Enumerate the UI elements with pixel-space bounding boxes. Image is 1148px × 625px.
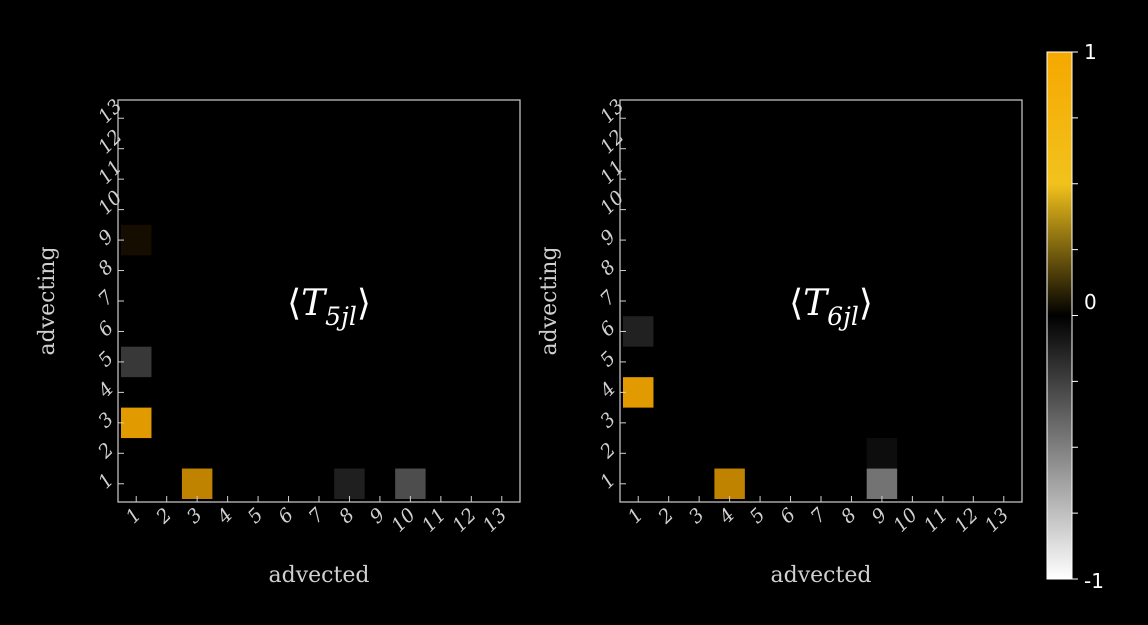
heatmap-cell xyxy=(623,316,654,347)
x-tick-label: 5 xyxy=(746,504,770,528)
x-tick-label: 3 xyxy=(685,504,709,528)
x-axis-label: advected xyxy=(771,563,872,588)
y-axis-label: advecting xyxy=(35,246,60,355)
x-tick-label: 8 xyxy=(335,504,359,528)
x-tick-label: 11 xyxy=(920,504,953,537)
y-tick-label: 6 xyxy=(94,317,118,341)
x-tick-label: 4 xyxy=(212,504,237,529)
heatmap-cell xyxy=(181,468,213,499)
x-tick-label: 1 xyxy=(624,504,648,528)
x-tick-label: 6 xyxy=(776,504,800,528)
y-tick-label: 4 xyxy=(595,378,620,403)
x-tick-label: 13 xyxy=(479,504,512,537)
y-tick-label: 3 xyxy=(596,408,620,432)
y-tick-label: 1 xyxy=(596,469,620,493)
heatmap-cell xyxy=(866,438,898,469)
panel-title: ⟨T5jl⟩ xyxy=(287,283,371,331)
x-tick-label: 2 xyxy=(653,504,678,529)
x-tick-label: 5 xyxy=(244,504,268,528)
x-tick-label: 1 xyxy=(122,504,146,528)
y-tick-label: 8 xyxy=(94,256,118,280)
x-tick-label: 9 xyxy=(365,504,389,528)
x-tick-label: 12 xyxy=(950,504,983,537)
heatmap-cell xyxy=(334,468,365,499)
x-tick-label: 11 xyxy=(418,504,451,537)
x-tick-label: 7 xyxy=(304,503,329,528)
panel-title: ⟨T6jl⟩ xyxy=(789,283,873,331)
y-tick-label: 5 xyxy=(596,347,620,371)
colorbar: 1 0 -1 xyxy=(1046,40,1104,593)
y-tick-label: 2 xyxy=(595,439,620,464)
colorbar-label-mid: 0 xyxy=(1084,290,1097,314)
heatmap-cell xyxy=(121,346,152,378)
y-tick-label: 7 xyxy=(94,286,119,311)
y-tick-label: 3 xyxy=(94,408,118,432)
y-tick-label: 9 xyxy=(596,226,620,250)
x-tick-label: 12 xyxy=(448,504,481,537)
x-tick-label: 13 xyxy=(981,504,1014,537)
heatmap-cell xyxy=(623,377,654,408)
heatmap-cell xyxy=(866,468,898,499)
y-tick-label: 4 xyxy=(93,378,118,403)
x-axis-label: advected xyxy=(269,563,370,588)
plot-frame xyxy=(619,99,1023,503)
x-tick-label: 8 xyxy=(837,504,861,528)
colorbar-label-min: -1 xyxy=(1084,569,1104,593)
heatmap-cell xyxy=(395,468,426,499)
y-tick-label: 6 xyxy=(596,317,620,341)
y-tick-label: 7 xyxy=(596,286,621,311)
y-tick-label: 1 xyxy=(94,469,118,493)
y-tick-label: 5 xyxy=(94,347,118,371)
x-tick-label: 10 xyxy=(387,504,420,537)
y-tick-label: 9 xyxy=(94,226,118,250)
colorbar-gradient xyxy=(1046,51,1073,580)
x-tick-label: 4 xyxy=(714,504,739,529)
x-tick-label: 3 xyxy=(183,504,207,528)
heatmap-panel-1: 1 2 3 4 5 6 7 8 91011121312345678910111213advect… xyxy=(35,95,521,588)
x-tick-label: 7 xyxy=(806,503,831,528)
x-tick-label: 10 xyxy=(889,504,922,537)
heatmap-cell xyxy=(121,224,152,256)
y-tick-label: 2 xyxy=(93,439,118,464)
heatmap-cell xyxy=(121,407,152,439)
x-tick-label: 6 xyxy=(274,504,298,528)
x-tick-label: 2 xyxy=(151,504,176,529)
plot-frame xyxy=(117,99,521,503)
heatmap-cell xyxy=(714,468,745,499)
x-tick-label: 9 xyxy=(867,504,891,528)
y-axis-label: advecting xyxy=(537,246,562,355)
heatmap-panel-2: 1 2 3 4 5 6 7 8 91011121312345678910111213advect… xyxy=(537,95,1023,588)
colorbar-label-max: 1 xyxy=(1084,40,1097,64)
y-tick-label: 8 xyxy=(596,256,620,280)
